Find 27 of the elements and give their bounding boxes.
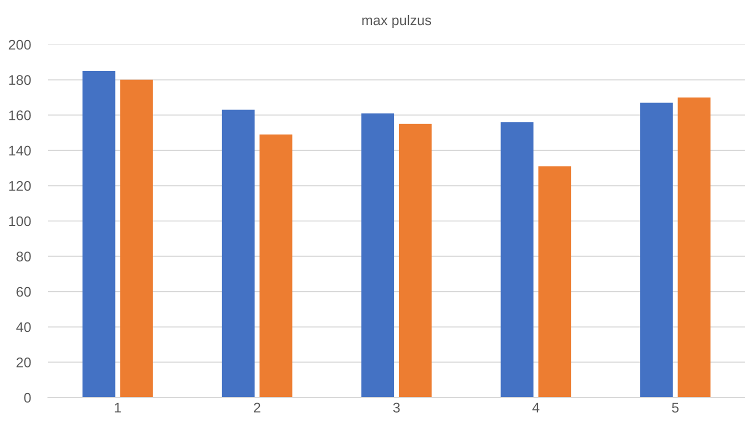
bar	[500, 122, 534, 398]
x-tick-label: 2	[254, 402, 260, 412]
x-tick-label: 3	[393, 402, 400, 413]
bar	[260, 134, 292, 398]
bar	[538, 166, 572, 398]
y-tick-label: 40	[16, 322, 31, 332]
bar	[222, 110, 255, 398]
y-tick-label: 180	[9, 75, 31, 85]
y-tick-label: 160	[9, 110, 31, 120]
bar	[82, 70, 116, 398]
bar	[640, 102, 673, 398]
y-tick-label: 140	[9, 146, 31, 156]
y-tick-label: 120	[9, 181, 31, 191]
x-tick-label: 4	[532, 402, 540, 412]
y-tick-label: 80	[16, 252, 31, 262]
y-tick-label: 200	[8, 40, 31, 50]
y-tick-label: 100	[9, 216, 31, 226]
bar	[120, 80, 153, 398]
y-tick-label: 0	[24, 392, 31, 403]
bar	[678, 97, 710, 398]
x-tick-label: 5	[672, 402, 679, 413]
chart-title: max pulzus	[362, 14, 432, 28]
y-tick-label: 20	[16, 358, 31, 368]
bar	[398, 124, 432, 398]
bar	[361, 113, 394, 398]
x-tick-label: 1	[114, 402, 121, 412]
y-tick-label: 60	[16, 286, 31, 297]
